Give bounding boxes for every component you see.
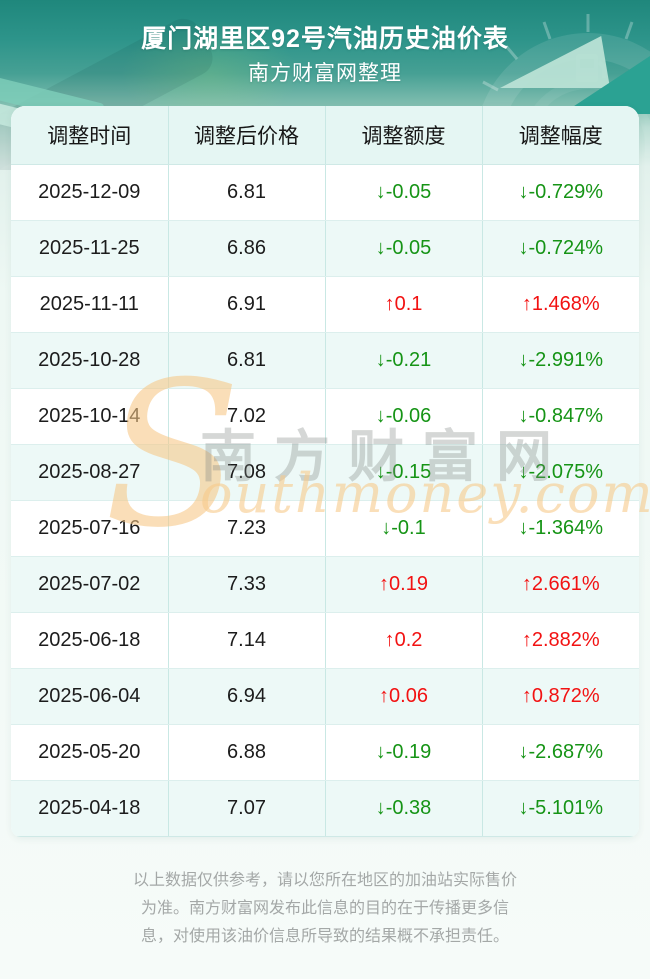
cell-date: 2025-08-27: [11, 444, 169, 501]
cell-change: ↓-0.15: [325, 444, 483, 501]
cell-date: 2025-12-09: [11, 164, 169, 221]
cell-date: 2025-04-18: [11, 780, 169, 837]
cell-price: 7.02: [168, 388, 326, 445]
cell-pct: ↑2.882%: [482, 612, 639, 669]
table-row: 2025-10-14 7.02 ↓-0.06 ↓-0.847%: [11, 388, 639, 445]
table-row: 2025-05-20 6.88 ↓-0.19 ↓-2.687%: [11, 724, 639, 781]
page-title: 厦门湖里区92号汽油历史油价表: [141, 25, 509, 53]
cell-price: 6.88: [168, 724, 326, 781]
cell-change: ↓-0.05: [325, 220, 483, 277]
column-header-price: 调整后价格: [168, 106, 326, 165]
cell-date: 2025-05-20: [11, 724, 169, 781]
cell-pct: ↓-0.847%: [482, 388, 639, 445]
cell-change: ↑0.1: [325, 276, 483, 333]
cell-date: 2025-10-14: [11, 388, 169, 445]
cell-pct: ↓-1.364%: [482, 500, 639, 557]
table-row: 2025-07-02 7.33 ↑0.19 ↑2.661%: [11, 556, 639, 613]
table-row: 2025-08-27 7.08 ↓-0.15 ↓-2.075%: [11, 444, 639, 501]
disclaimer-footer: 以上数据仅供参考，请以您所在地区的加油站实际售价 为准。南方财富网发布此信息的目…: [0, 838, 650, 979]
cell-pct: ↓-2.687%: [482, 724, 639, 781]
cell-price: 6.81: [168, 332, 326, 389]
cell-pct: ↓-0.729%: [482, 164, 639, 221]
cell-date: 2025-06-18: [11, 612, 169, 669]
table-row: 2025-10-28 6.81 ↓-0.21 ↓-2.991%: [11, 332, 639, 389]
cell-date: 2025-07-02: [11, 556, 169, 613]
price-table-card: 调整时间 调整后价格 调整额度 调整幅度 2025-12-09 6.81 ↓-0.0…: [11, 106, 639, 837]
cell-price: 7.33: [168, 556, 326, 613]
cell-price: 7.07: [168, 780, 326, 837]
price-table: 调整时间 调整后价格 调整额度 调整幅度 2025-12-09 6.81 ↓-0.0…: [11, 106, 639, 837]
cell-date: 2025-11-25: [11, 220, 169, 277]
disclaimer-text: 以上数据仅供参考，请以您所在地区的加油站实际售价 为准。南方财富网发布此信息的目…: [55, 867, 595, 951]
cell-price: 7.23: [168, 500, 326, 557]
cell-change: ↓-0.21: [325, 332, 483, 389]
cell-date: 2025-10-28: [11, 332, 169, 389]
cell-price: 7.08: [168, 444, 326, 501]
cell-price: 6.91: [168, 276, 326, 333]
page-subtitle: 南方财富网整理: [248, 62, 402, 85]
cell-date: 2025-07-16: [11, 500, 169, 557]
table-row: 2025-06-18 7.14 ↑0.2 ↑2.882%: [11, 612, 639, 669]
cell-change: ↓-0.38: [325, 780, 483, 837]
cell-pct: ↓-5.101%: [482, 780, 639, 837]
cell-price: 7.14: [168, 612, 326, 669]
disclaimer-line: 为准。南方财富网发布此信息的目的在于传播更多信: [140, 899, 509, 917]
cell-price: 6.94: [168, 668, 326, 725]
cell-price: 6.86: [168, 220, 326, 277]
cell-change: ↑0.06: [325, 668, 483, 725]
cell-pct: ↑2.661%: [482, 556, 639, 613]
cell-pct: ↓-2.075%: [482, 444, 639, 501]
cell-change: ↑0.2: [325, 612, 483, 669]
table-row: 2025-11-25 6.86 ↓-0.05 ↓-0.724%: [11, 220, 639, 277]
cell-change: ↓-0.05: [325, 164, 483, 221]
cell-price: 6.81: [168, 164, 326, 221]
cell-pct: ↑0.872%: [482, 668, 639, 725]
cell-pct: ↓-2.991%: [482, 332, 639, 389]
header-row: 调整时间 调整后价格 调整额度 调整幅度: [11, 106, 639, 165]
disclaimer-line: 息，对使用该油价信息所导致的结果概不承担责任。: [140, 927, 509, 945]
table-row: 2025-06-04 6.94 ↑0.06 ↑0.872%: [11, 668, 639, 725]
table-row: 2025-11-11 6.91 ↑0.1 ↑1.468%: [11, 276, 639, 333]
cell-pct: ↓-0.724%: [482, 220, 639, 277]
table-row: 2025-04-18 7.07 ↓-0.38 ↓-5.101%: [11, 780, 639, 837]
cell-date: 2025-06-04: [11, 668, 169, 725]
price-table-head: 调整时间 调整后价格 调整额度 调整幅度: [11, 106, 639, 165]
cell-pct: ↑1.468%: [482, 276, 639, 333]
table-row: 2025-07-16 7.23 ↓-0.1 ↓-1.364%: [11, 500, 639, 557]
column-header-date: 调整时间: [11, 106, 169, 165]
cell-change: ↓-0.19: [325, 724, 483, 781]
cell-change: ↑0.19: [325, 556, 483, 613]
price-table-body: 2025-12-09 6.81 ↓-0.05 ↓-0.729% 2025-11-25 6.…: [11, 164, 639, 837]
column-header-change: 调整额度: [325, 106, 483, 165]
column-header-pct: 调整幅度: [482, 106, 639, 165]
cell-change: ↓-0.06: [325, 388, 483, 445]
disclaimer-line: 以上数据仅供参考，请以您所在地区的加油站实际售价: [132, 871, 517, 889]
cell-date: 2025-11-11: [11, 276, 169, 333]
cell-change: ↓-0.1: [325, 500, 483, 557]
table-row: 2025-12-09 6.81 ↓-0.05 ↓-0.729%: [11, 164, 639, 221]
